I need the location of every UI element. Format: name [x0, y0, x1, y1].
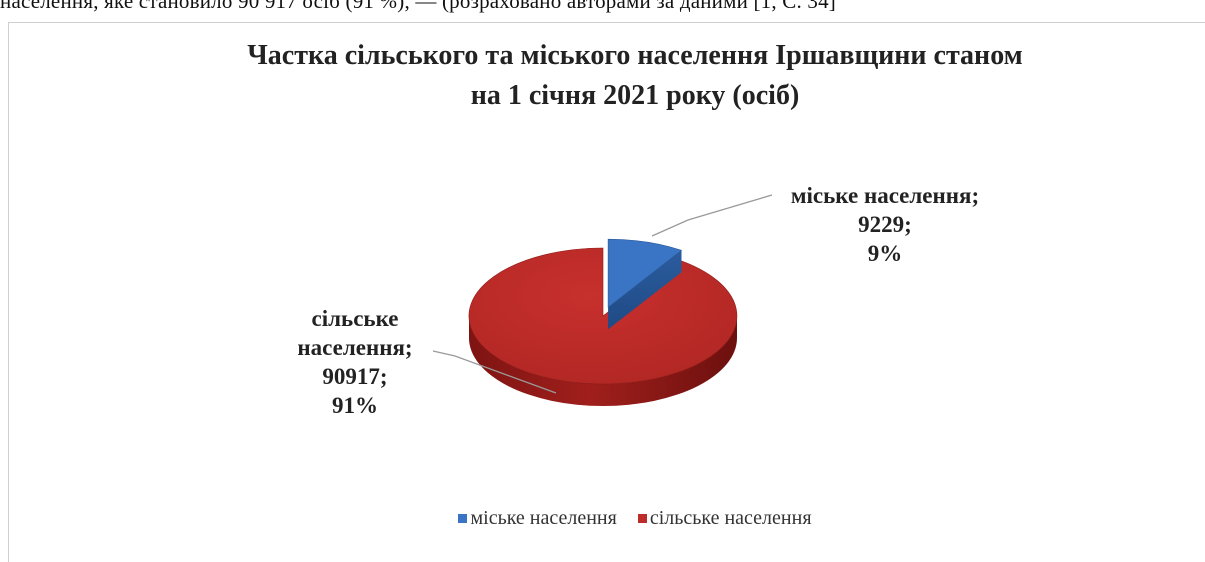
data-label-urban-value: 9229; [858, 212, 912, 237]
legend-item-rural: сільське населення [637, 507, 812, 530]
page-text-line: населення, яке становило 90 917 осіб (91… [0, 0, 836, 13]
data-label-rural: сільське населення; 90917; 91% [280, 304, 430, 420]
data-label-rural-name-1: сільське [311, 306, 399, 331]
chart-area [8, 22, 1205, 562]
legend-label-urban: міське населення [470, 507, 617, 529]
data-label-urban: міське населення; 9229; 9% [770, 181, 1000, 268]
data-label-urban-name: міське населення; [790, 183, 980, 208]
legend-swatch-rural [637, 514, 647, 523]
legend-label-rural: сільське населення [649, 507, 812, 529]
pie-slice-urban [607, 238, 683, 308]
data-label-rural-percent: 91% [332, 393, 378, 418]
pie-slice-side-rural [469, 316, 737, 406]
pie-slice-rural [468, 247, 738, 385]
data-label-rural-name-2: населення; [297, 335, 413, 360]
data-label-rural-value: 90917; [322, 364, 388, 389]
leader-line-rural [432, 350, 557, 394]
data-label-urban-percent: 9% [867, 241, 903, 266]
chart-title-line-1: Частка сільського та міського населення … [247, 40, 1023, 71]
pie-chart [432, 194, 773, 406]
chart-title: Частка сільського та міського населення … [0, 36, 1205, 116]
chart-title-line-2: на 1 січня 2021 року (осіб) [470, 80, 800, 111]
leader-line-urban [651, 194, 773, 237]
pie-slice-side-urban [608, 250, 682, 330]
chart-legend: міське населення сільське населення [0, 506, 1205, 530]
legend-swatch-urban [458, 514, 468, 523]
legend-item-urban: міське населення [458, 507, 617, 530]
